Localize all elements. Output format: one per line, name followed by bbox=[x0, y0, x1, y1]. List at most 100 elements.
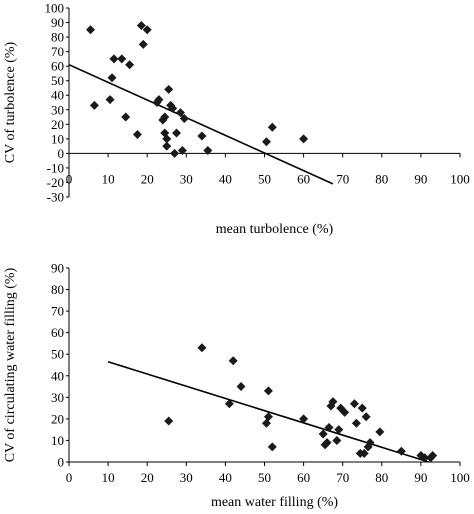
data-point bbox=[396, 446, 406, 456]
data-point bbox=[164, 84, 174, 94]
data-point bbox=[86, 25, 96, 35]
data-point bbox=[138, 39, 148, 49]
x-tick-label: 40 bbox=[219, 470, 232, 485]
y-tick-label: 50 bbox=[51, 347, 64, 362]
data-point bbox=[261, 137, 271, 147]
y-tick-label: 0 bbox=[58, 146, 65, 161]
data-point bbox=[375, 427, 385, 437]
data-point bbox=[170, 148, 180, 158]
data-point bbox=[179, 113, 189, 123]
data-point bbox=[107, 73, 117, 83]
data-point bbox=[261, 418, 271, 428]
y-tick-label: 100 bbox=[45, 1, 65, 16]
x-tick-label: 20 bbox=[141, 171, 154, 186]
y-tick-label: 80 bbox=[51, 30, 64, 45]
y-tick-label: 40 bbox=[51, 88, 64, 103]
x-tick-label: 10 bbox=[102, 171, 115, 186]
x-tick-label: 80 bbox=[375, 470, 388, 485]
x-tick-label: 50 bbox=[258, 470, 271, 485]
data-point bbox=[263, 386, 273, 396]
x-tick-label: 100 bbox=[450, 470, 470, 485]
data-point bbox=[324, 423, 334, 433]
data-point bbox=[175, 108, 185, 118]
x-tick-label: 60 bbox=[297, 171, 310, 186]
y-tick-label: 0 bbox=[58, 455, 65, 470]
data-point bbox=[420, 453, 430, 463]
y-tick-label: 30 bbox=[51, 102, 64, 117]
data-point bbox=[236, 382, 246, 392]
data-point bbox=[359, 448, 369, 458]
x-tick-label: 40 bbox=[219, 171, 232, 186]
data-point bbox=[299, 134, 309, 144]
data-point bbox=[154, 95, 164, 105]
data-point bbox=[197, 131, 207, 141]
data-point bbox=[160, 112, 170, 122]
data-point bbox=[428, 451, 438, 461]
y-tick-label: 70 bbox=[51, 44, 64, 59]
y-tick-label: -20 bbox=[47, 175, 64, 190]
data-point bbox=[228, 356, 238, 366]
data-point bbox=[349, 399, 359, 409]
data-point bbox=[361, 412, 371, 422]
trendline bbox=[68, 63, 334, 185]
y-axis-title: CV of turbolence (%) bbox=[3, 41, 18, 163]
y-tick-label: 50 bbox=[51, 73, 64, 88]
data-point bbox=[340, 407, 350, 417]
data-point bbox=[318, 429, 328, 439]
y-axis-title: CV of circulating water filling (%) bbox=[3, 267, 18, 462]
y-tick-label: 30 bbox=[51, 390, 64, 405]
y-tick-label: -30 bbox=[47, 190, 64, 205]
x-tick-label: 90 bbox=[414, 171, 427, 186]
data-point bbox=[162, 141, 172, 151]
data-point bbox=[121, 112, 131, 122]
data-point bbox=[263, 412, 273, 422]
x-tick-label: 80 bbox=[375, 171, 388, 186]
x-tick-label: 70 bbox=[336, 171, 349, 186]
data-point bbox=[177, 145, 187, 155]
x-tick-label: 50 bbox=[258, 171, 271, 186]
data-point bbox=[172, 128, 182, 138]
x-tick-label: 0 bbox=[66, 470, 73, 485]
x-tick-label: 70 bbox=[336, 470, 349, 485]
data-point bbox=[351, 418, 361, 428]
data-point bbox=[197, 343, 207, 353]
x-axis-title: mean water filling (%) bbox=[211, 495, 338, 510]
y-tick-label: 90 bbox=[51, 261, 64, 276]
data-point bbox=[168, 103, 178, 113]
y-tick-label: 20 bbox=[51, 411, 64, 426]
data-point bbox=[136, 20, 146, 30]
data-point bbox=[357, 403, 367, 413]
y-tick-label: -10 bbox=[47, 160, 64, 175]
data-point bbox=[109, 54, 119, 64]
y-tick-label: 60 bbox=[51, 59, 64, 74]
data-point bbox=[125, 60, 135, 70]
x-tick-label: 30 bbox=[180, 171, 193, 186]
y-tick-label: 20 bbox=[51, 117, 64, 132]
data-point bbox=[224, 399, 234, 409]
x-tick-label: 20 bbox=[141, 470, 154, 485]
x-tick-label: 90 bbox=[414, 470, 427, 485]
data-point bbox=[267, 442, 277, 452]
data-point bbox=[334, 425, 344, 435]
data-point bbox=[328, 397, 338, 407]
data-point bbox=[117, 54, 127, 64]
data-point bbox=[89, 100, 99, 110]
data-point bbox=[365, 438, 375, 448]
y-tick-label: 10 bbox=[51, 433, 64, 448]
data-point bbox=[203, 145, 213, 155]
y-tick-label: 60 bbox=[51, 325, 64, 340]
data-point bbox=[164, 416, 174, 426]
data-point bbox=[332, 435, 342, 445]
trendline bbox=[107, 361, 429, 463]
x-tick-label: 60 bbox=[297, 470, 310, 485]
x-axis-title: mean turbolence (%) bbox=[216, 222, 334, 237]
x-tick-label: 10 bbox=[102, 470, 115, 485]
y-tick-label: 70 bbox=[51, 304, 64, 319]
data-point bbox=[162, 134, 172, 144]
y-tick-label: 90 bbox=[51, 15, 64, 30]
x-tick-label: 100 bbox=[450, 171, 470, 186]
data-point bbox=[105, 95, 115, 105]
data-point bbox=[322, 438, 332, 448]
y-tick-label: 80 bbox=[51, 282, 64, 297]
